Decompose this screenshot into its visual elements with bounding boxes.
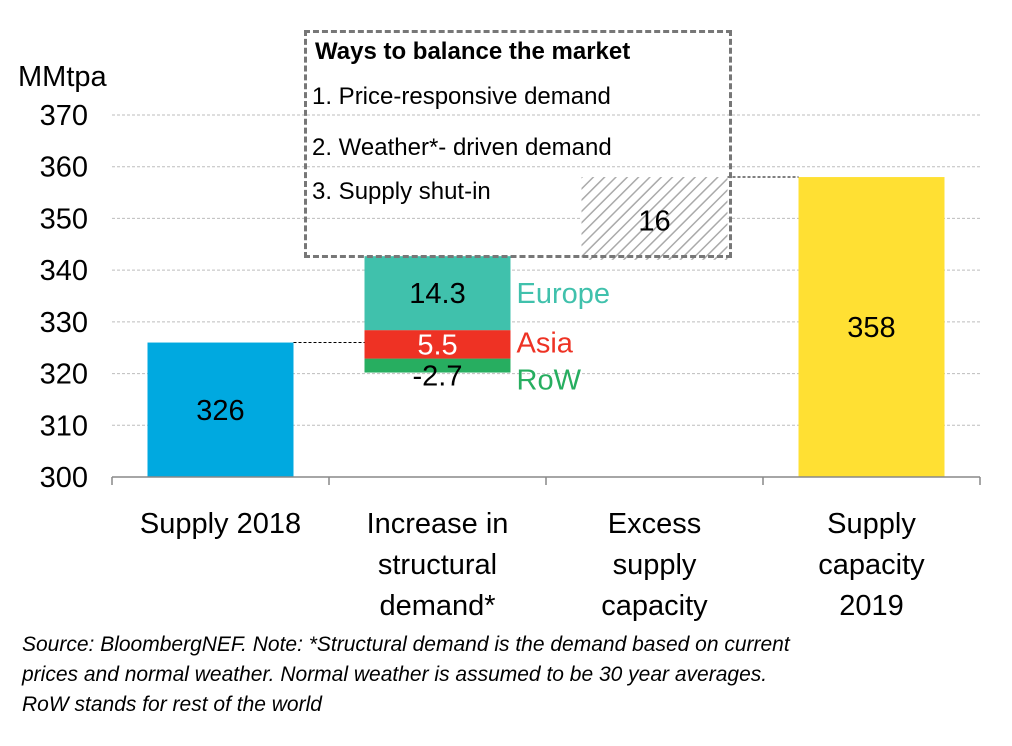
- bar-4: [798, 177, 945, 478]
- y-tick-label-320: 320: [40, 359, 88, 391]
- y-axis-label: MMtpa: [18, 61, 108, 93]
- y-tick-label-360: 360: [40, 152, 88, 184]
- balance-callout-box: Ways to balance the market 1. Price-resp…: [304, 30, 732, 258]
- bar-value-label-4: 358: [847, 312, 895, 344]
- x-category-label-2-line-2: structural: [378, 549, 497, 581]
- x-category-label-2-line-3: demand*: [379, 590, 495, 622]
- callout-item-1: 1. Price-responsive demand: [312, 83, 611, 110]
- source-line-1: Source: BloombergNEF. Note: *Structural …: [22, 633, 790, 656]
- callout-item-2: 2. Weather*- driven demand: [312, 134, 612, 161]
- y-tick-label-300: 300: [40, 462, 88, 494]
- x-category-label-3-line-1: Excess: [608, 508, 701, 540]
- source-line-2: prices and normal weather. Normal weathe…: [22, 663, 768, 686]
- x-category-label-2-line-1: Increase in: [367, 508, 509, 540]
- y-tick-label-370: 370: [40, 100, 88, 132]
- x-category-label-4-line-3: 2019: [839, 590, 904, 622]
- x-category-label-1-line-1: Supply 2018: [140, 508, 301, 540]
- y-tick-label-340: 340: [40, 255, 88, 287]
- segment-europe: [364, 256, 511, 331]
- bar-1: [147, 342, 294, 477]
- segment-value-asia: 5.5: [417, 329, 457, 361]
- x-category-label-4-line-1: Supply: [827, 508, 916, 540]
- waterfall-chart: 300 310 320 330 340 350 360 370 MMtpa 326 358 -2.7 R…: [18, 61, 981, 622]
- segment-name-row: RoW: [517, 365, 582, 397]
- segment-name-europe: Europe: [517, 278, 611, 310]
- excess-value-label: 16: [638, 205, 670, 237]
- callout-item-3: 3. Supply shut-in: [312, 178, 491, 205]
- y-tick-label-350: 350: [40, 203, 88, 235]
- source-note: Source: BloombergNEF. Note: *Structural …: [22, 630, 1002, 720]
- y-tick-label-330: 330: [40, 307, 88, 339]
- x-category-label-3-line-2: supply: [613, 549, 697, 581]
- bar-3-excess: [581, 177, 728, 260]
- segment-name-asia: Asia: [517, 327, 574, 359]
- segment-row: [364, 358, 511, 373]
- y-tick-label-310: 310: [40, 410, 88, 442]
- segment-asia: [364, 330, 511, 359]
- source-line-3: RoW stands for rest of the world: [22, 693, 322, 716]
- x-category-label-4-line-2: capacity: [818, 549, 925, 581]
- callout-title: Ways to balance the market: [315, 38, 631, 65]
- x-category-label-3-line-3: capacity: [601, 590, 708, 622]
- segment-value-europe: 14.3: [409, 278, 465, 310]
- bar-value-label-1: 326: [196, 395, 244, 427]
- segment-value-row: -2.7: [413, 361, 463, 393]
